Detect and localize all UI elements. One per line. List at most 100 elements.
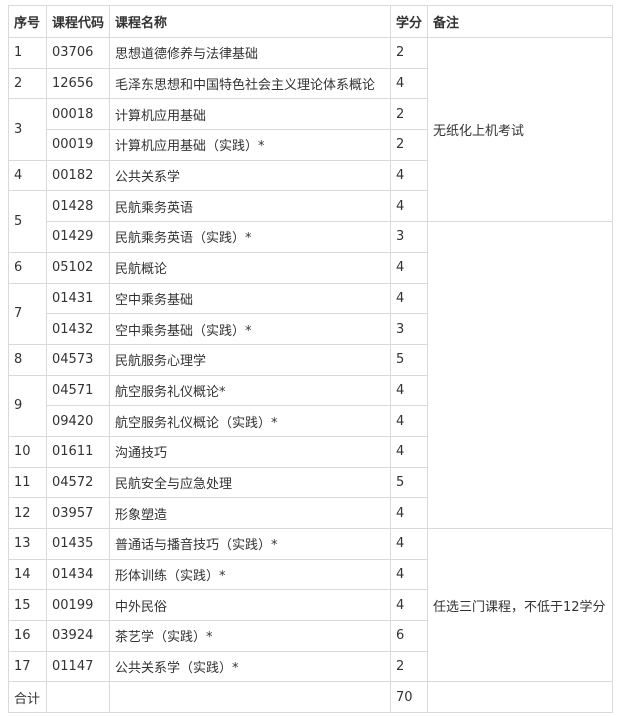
code-cell: 12656 <box>46 67 110 100</box>
name-cell: 航空服务礼仪概论（实践）* <box>109 405 391 437</box>
header-cell: 序号 <box>8 5 47 38</box>
code-cell: 00019 <box>46 129 110 161</box>
table-row: 14 01434 形体训练（实践）* 4 <box>8 558 613 591</box>
name-cell: 空中乘务基础 <box>109 282 391 315</box>
empty-cell <box>46 681 110 714</box>
seq-cell: 17 <box>8 650 47 683</box>
table-row: 01432 空中乘务基础（实践）* 3 <box>9 313 613 345</box>
name-cell: 空中乘务基础（实践）* <box>109 313 391 345</box>
credit-cell: 4 <box>390 558 428 591</box>
credit-cell: 4 <box>390 435 428 468</box>
seq-cell: 10 <box>8 435 47 468</box>
code-cell: 09420 <box>46 405 110 437</box>
code-cell: 01434 <box>46 558 110 591</box>
course-table: 序号 课程代码 课程名称 学分 备注 1 03706 思想道德修养与法律基础 2 无纸化上机考试… <box>8 5 613 714</box>
seq-cell: 16 <box>8 620 47 652</box>
name-cell: 形象塑造 <box>109 497 391 529</box>
code-cell: 01147 <box>46 650 110 683</box>
name-cell: 沟通技巧 <box>109 435 391 468</box>
code-cell: 01432 <box>46 313 110 345</box>
table-row: 1 03706 思想道德修养与法律基础 2 无纸化上机考试 <box>8 36 613 223</box>
credit-cell: 2 <box>390 98 428 131</box>
code-cell: 01431 <box>46 282 110 315</box>
total-credits: 70 <box>390 681 428 714</box>
table-row: 2 12656 毛泽东思想和中国特色社会主义理论体系概论 4 <box>8 67 613 100</box>
name-cell: 思想道德修养与法律基础 <box>109 37 391 69</box>
name-cell: 计算机应用基础 <box>109 98 391 131</box>
credit-cell: 4 <box>390 374 428 407</box>
total-label: 合计 <box>8 681 47 714</box>
credit-cell: 4 <box>390 405 428 437</box>
credit-cell: 5 <box>390 343 428 376</box>
empty-cell <box>109 681 391 714</box>
credit-cell: 6 <box>390 620 428 652</box>
name-cell: 民航乘务英语 <box>109 190 391 223</box>
table-row: 11 04572 民航安全与应急处理 5 <box>8 466 613 499</box>
name-cell: 航空服务礼仪概论* <box>109 374 391 407</box>
name-cell: 公共关系学 <box>109 159 391 192</box>
table-row: 01429 民航乘务英语（实践）* 3 <box>9 221 613 529</box>
code-cell: 00018 <box>46 98 110 131</box>
code-cell: 01428 <box>46 190 110 223</box>
header-cell: 学分 <box>390 5 428 38</box>
table-row: 5 01428 民航乘务英语 4 <box>8 190 613 253</box>
table-row: 16 03924 茶艺学（实践）* 6 <box>8 620 613 652</box>
name-cell: 民航服务心理学 <box>109 343 391 376</box>
seq-cell: 12 <box>8 497 47 529</box>
code-cell: 01611 <box>46 435 110 468</box>
code-cell: 04572 <box>46 466 110 499</box>
credit-cell: 4 <box>390 497 428 529</box>
seq-cell: 6 <box>8 251 47 284</box>
name-cell: 形体训练（实践）* <box>109 558 391 591</box>
seq-cell: 2 <box>8 67 47 100</box>
seq-cell: 7 <box>8 282 47 345</box>
seq-cell: 3 <box>8 98 47 161</box>
header-row: 序号 课程代码 课程名称 学分 备注 <box>8 5 613 38</box>
remark-cell <box>427 221 613 529</box>
code-cell: 04571 <box>46 374 110 407</box>
code-cell: 01429 <box>46 221 110 253</box>
code-cell: 03924 <box>46 620 110 652</box>
credit-cell: 4 <box>390 190 428 223</box>
seq-cell: 14 <box>8 558 47 591</box>
remark-cell: 无纸化上机考试 <box>427 36 613 223</box>
credit-cell: 4 <box>390 282 428 315</box>
remark-cell: 任选三门课程，不低于12学分 <box>427 527 613 683</box>
name-cell: 中外民俗 <box>109 589 391 622</box>
code-cell: 03957 <box>46 497 110 529</box>
seq-cell: 15 <box>8 589 47 622</box>
credit-cell: 2 <box>390 650 428 683</box>
header-cell: 课程名称 <box>109 5 391 38</box>
table-body: 1 03706 思想道德修养与法律基础 2 无纸化上机考试 2 12656 毛泽东思想和中国特… <box>8 36 613 714</box>
total-row: 合计 70 <box>8 681 613 714</box>
credit-cell: 2 <box>390 129 428 161</box>
header-cell: 课程代码 <box>46 5 110 38</box>
code-cell: 05102 <box>46 251 110 284</box>
table-row: 09420 航空服务礼仪概论（实践）* 4 <box>9 405 613 437</box>
seq-cell: 9 <box>8 374 47 437</box>
credit-cell: 3 <box>390 313 428 345</box>
table-row: 9 04571 航空服务礼仪概论* 4 <box>8 374 613 437</box>
name-cell: 民航安全与应急处理 <box>109 466 391 499</box>
name-cell: 民航概论 <box>109 251 391 284</box>
name-cell: 毛泽东思想和中国特色社会主义理论体系概论 <box>109 67 391 100</box>
table-row: 7 01431 空中乘务基础 4 <box>8 282 613 345</box>
seq-cell: 8 <box>8 343 47 376</box>
table-row: 8 04573 民航服务心理学 5 <box>8 343 613 376</box>
seq-cell: 4 <box>8 159 47 192</box>
seq-cell: 11 <box>8 466 47 499</box>
name-cell: 公共关系学（实践）* <box>109 650 391 683</box>
empty-cell <box>427 681 613 714</box>
header-cell: 备注 <box>427 5 613 38</box>
table-row: 10 01611 沟通技巧 4 <box>8 435 613 468</box>
credit-cell: 4 <box>390 251 428 284</box>
name-cell: 计算机应用基础（实践）* <box>109 129 391 161</box>
seq-cell: 13 <box>8 528 47 560</box>
table-container: 序号 课程代码 课程名称 学分 备注 1 03706 思想道德修养与法律基础 2 无纸化上机考试… <box>8 5 613 714</box>
name-cell: 普通话与播音技巧（实践）* <box>109 528 391 560</box>
name-cell: 茶艺学（实践）* <box>109 620 391 652</box>
credit-cell: 4 <box>390 528 428 560</box>
credit-cell: 4 <box>390 159 428 192</box>
table-row: 13 01435 普通话与播音技巧（实践）* 4 任选三门课程，不低于12学分 <box>8 527 613 683</box>
